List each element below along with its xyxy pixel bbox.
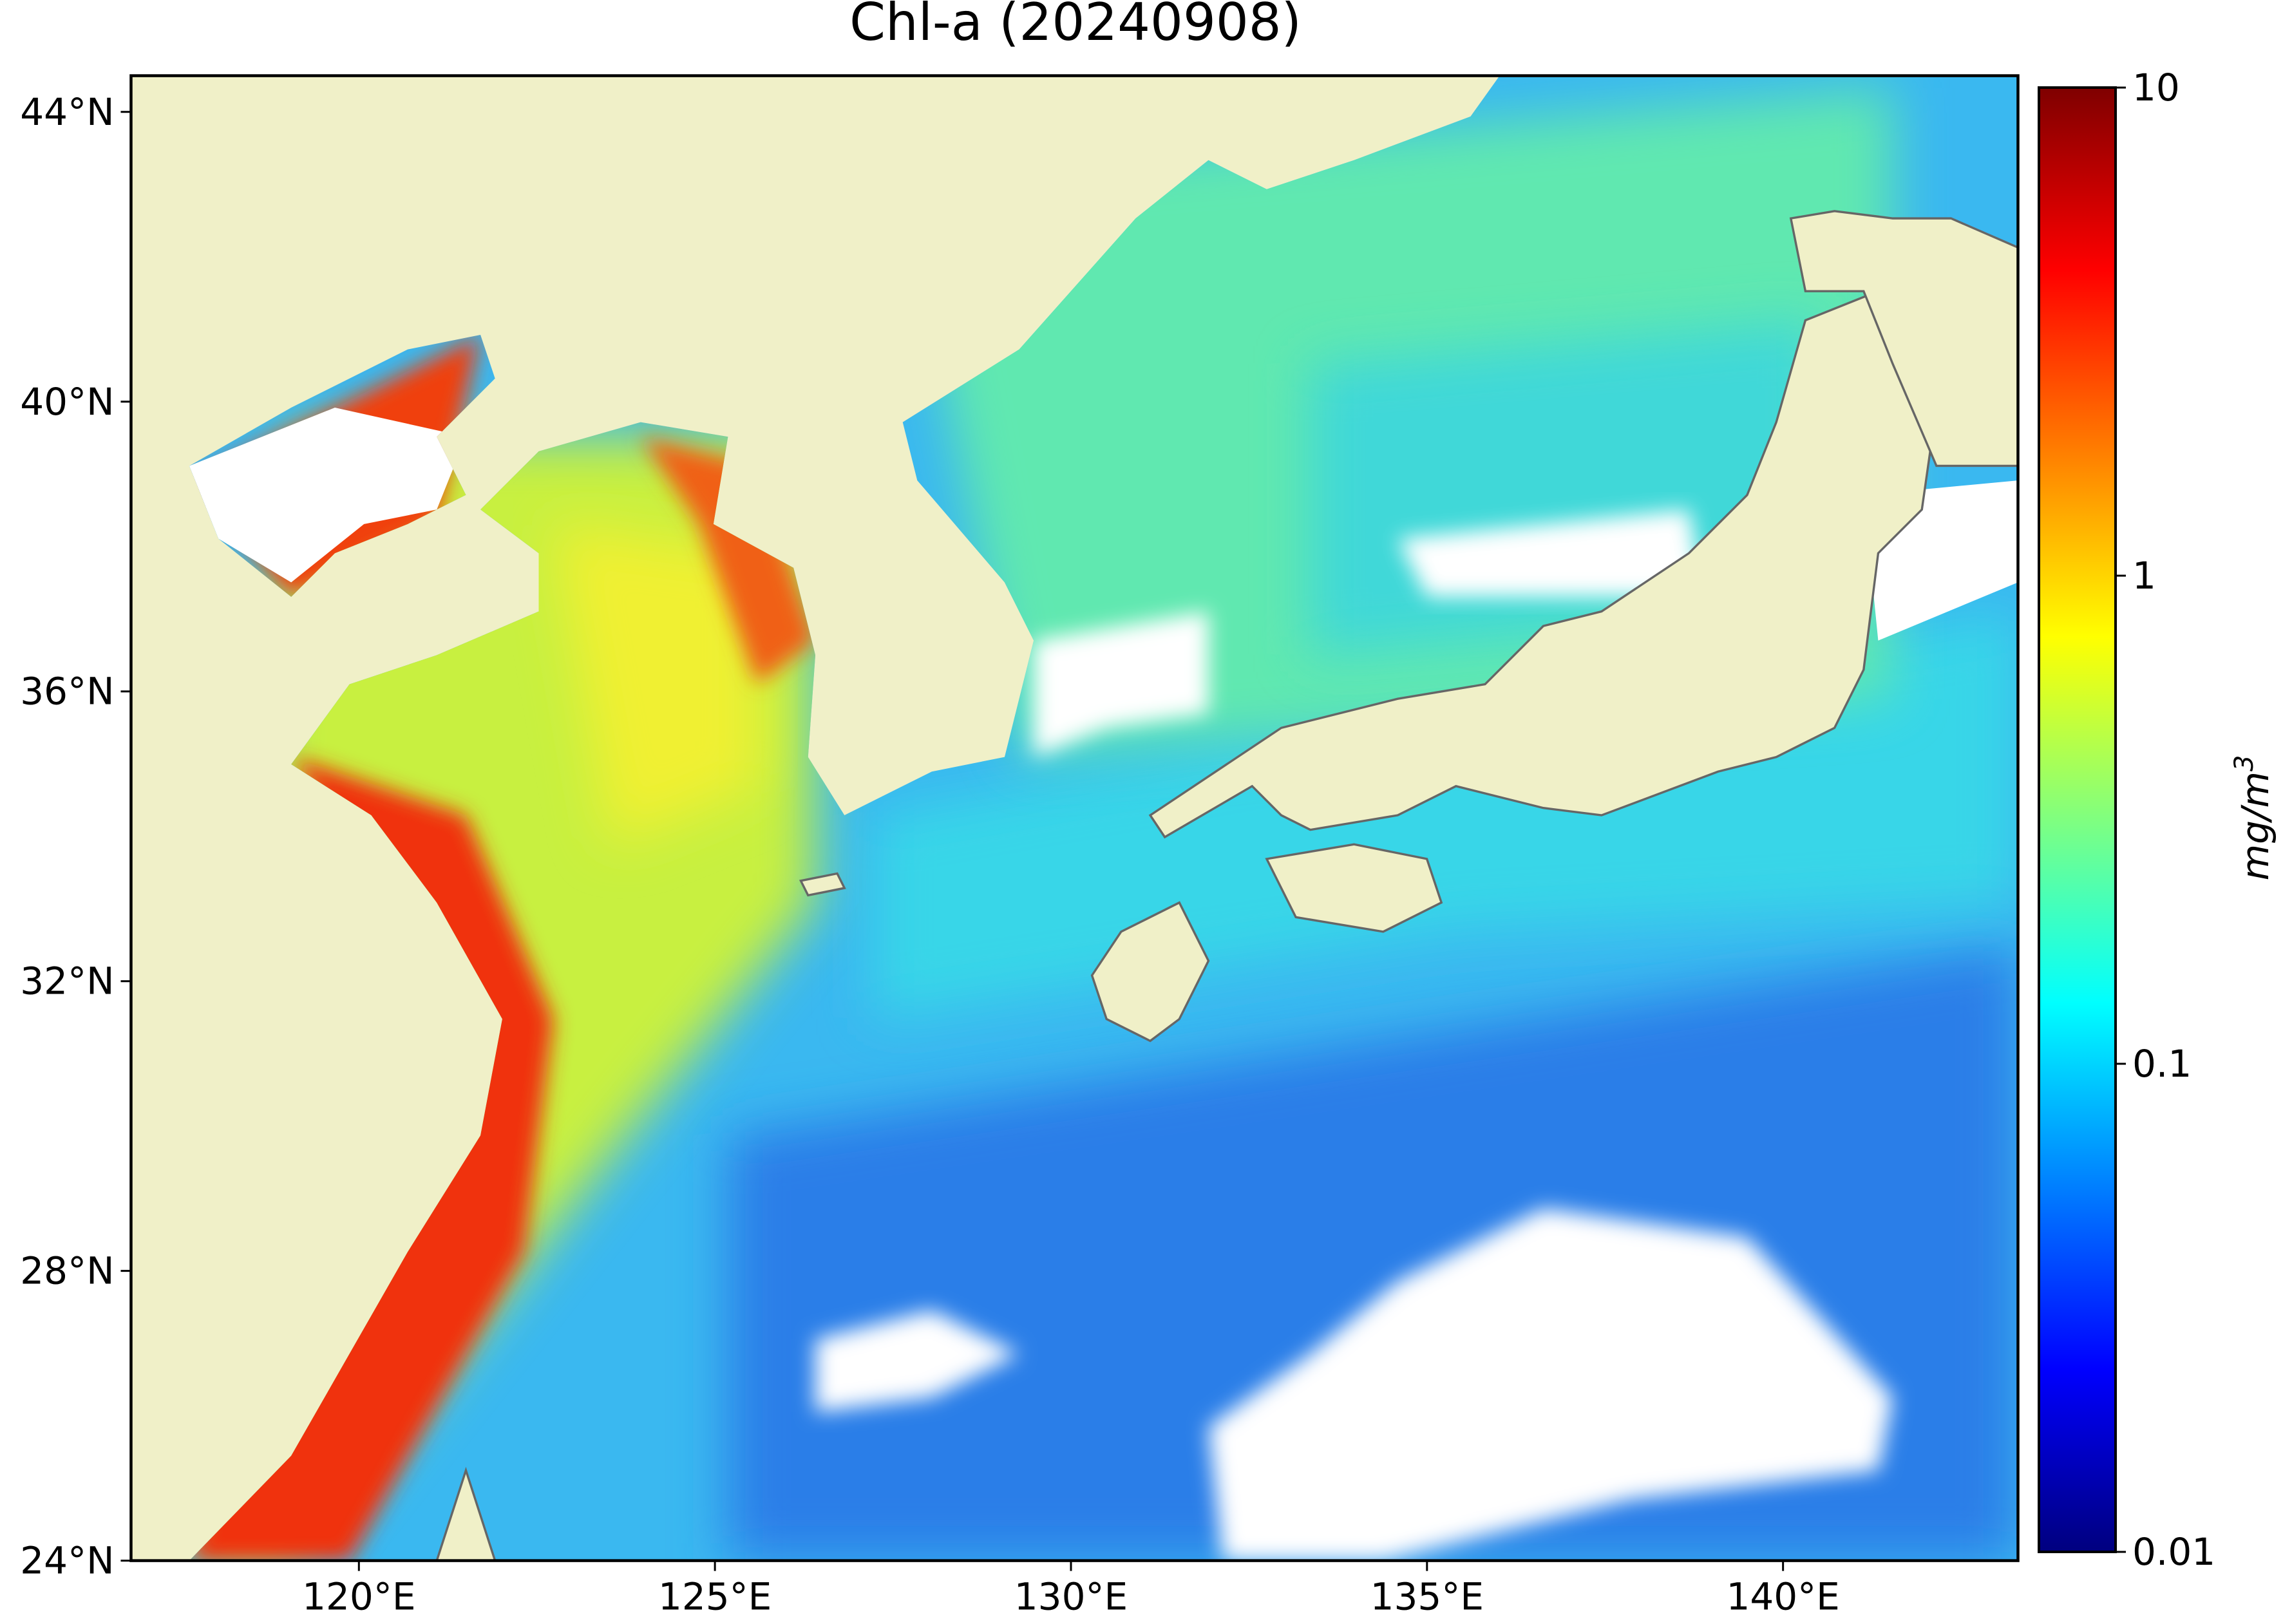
colorbar-tick-label: 0.1 — [2132, 1042, 2192, 1086]
x-tick-label: 120°E — [302, 1575, 415, 1619]
colorbar-unit: mg/m — [2233, 771, 2277, 880]
colorbar-label: mg/m3 — [2230, 755, 2277, 881]
y-tick-label: 44°N — [20, 90, 114, 134]
colorbar-scale — [2038, 86, 2117, 1553]
islands — [435, 210, 2018, 1561]
map-title: Chl-a (20240908) — [849, 0, 1302, 52]
y-tick-label: 36°N — [20, 670, 114, 713]
x-tick-label: 130°E — [1014, 1575, 1128, 1619]
y-tick-label: 28°N — [20, 1249, 114, 1293]
colorbar-tick-label: 0.01 — [2132, 1530, 2215, 1574]
colorbar-tick-label: 10 — [2132, 66, 2180, 109]
x-tick-label: 125°E — [658, 1575, 772, 1619]
y-tick-label: 40°N — [20, 380, 114, 424]
colorbar-tick-label: 1 — [2132, 554, 2156, 598]
colorbar-unit-superscript: 3 — [2230, 755, 2259, 771]
x-tick-label: 135°E — [1370, 1575, 1484, 1619]
plot-frame — [129, 74, 2020, 1562]
y-tick-label: 24°N — [20, 1539, 114, 1583]
map-area — [129, 74, 2020, 1562]
x-tick-label: 140°E — [1726, 1575, 1839, 1619]
y-tick-label: 32°N — [20, 959, 114, 1003]
colorbar: 0.01 0.1 1 10 — [2038, 66, 2215, 1574]
